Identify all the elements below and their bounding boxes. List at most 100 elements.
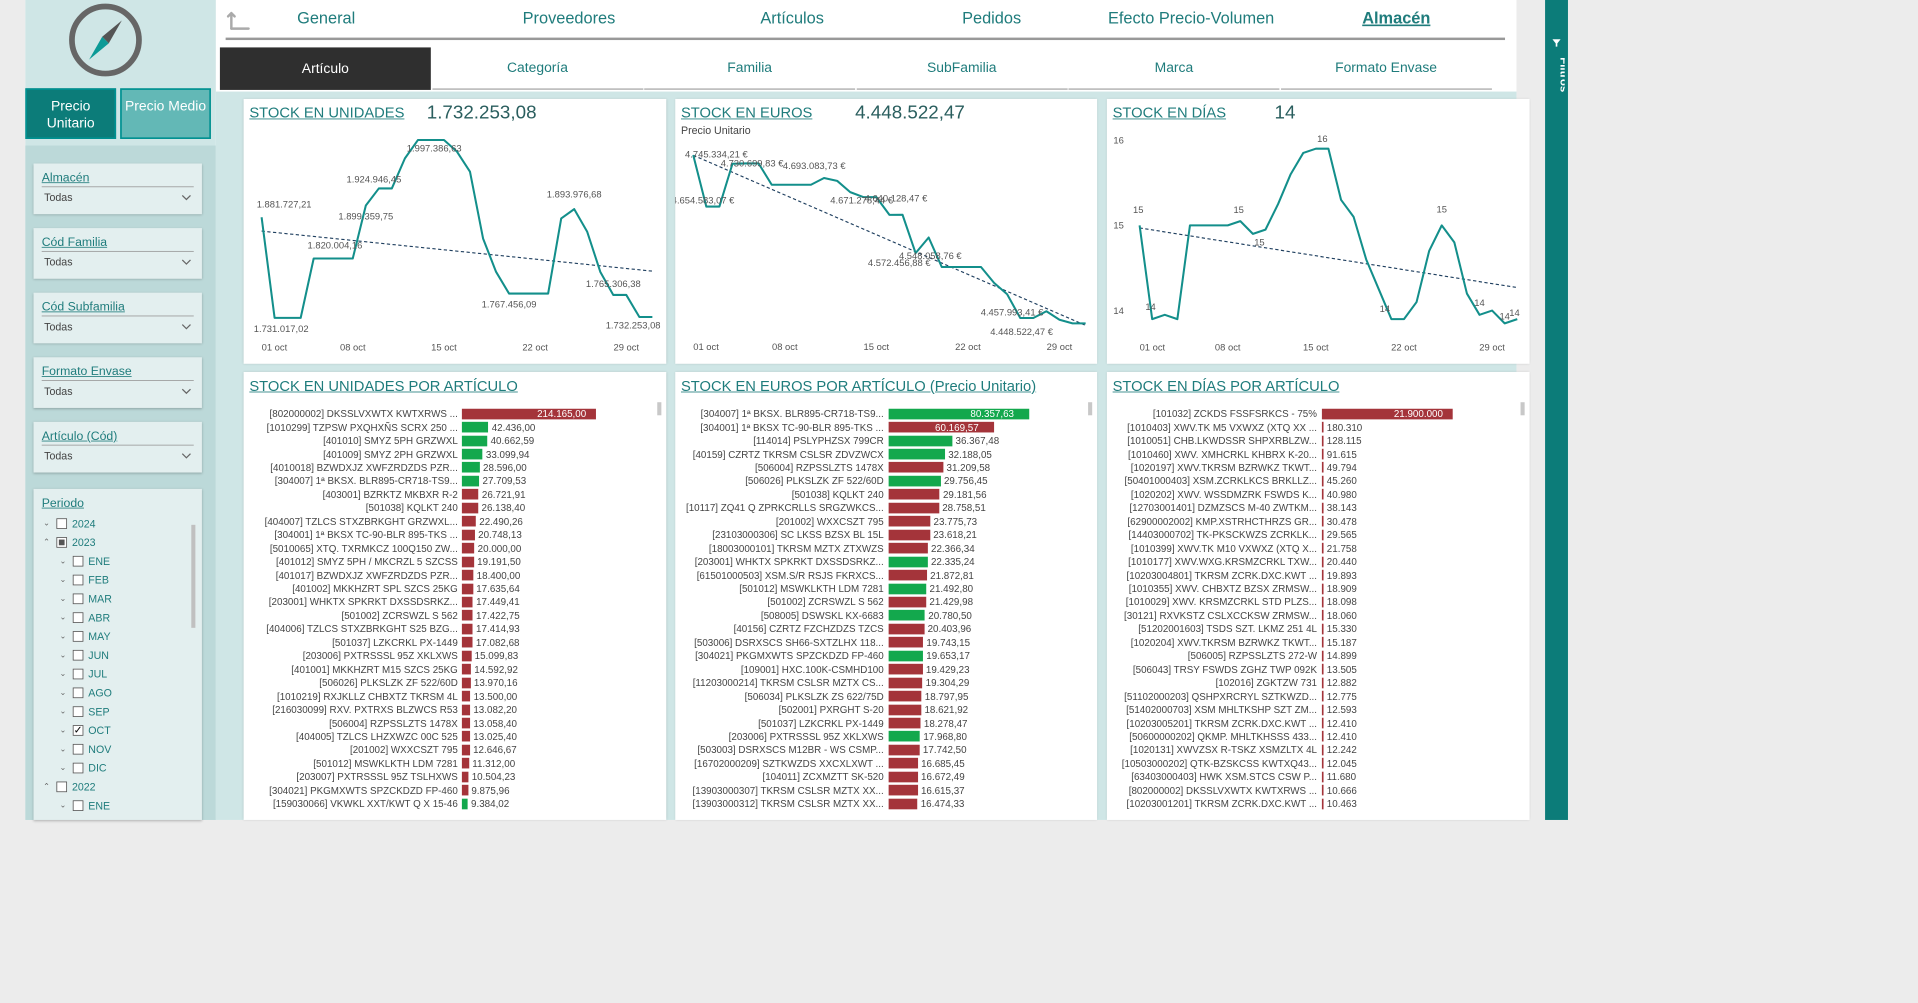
slicer-dropdown-value[interactable]: Todas	[44, 385, 73, 398]
chevron-down-icon[interactable]	[181, 256, 192, 267]
bar-row[interactable]: [11203000214] TKRSM CSLSR MZTX CS... 19.3…	[675, 676, 1084, 689]
bar[interactable]	[888, 475, 941, 487]
bar[interactable]	[888, 717, 921, 729]
chevron-down-icon[interactable]	[181, 320, 192, 331]
bar[interactable]	[1321, 650, 1324, 662]
bar[interactable]	[888, 556, 928, 568]
bar[interactable]	[1321, 690, 1324, 702]
bar[interactable]	[1321, 798, 1324, 810]
bar[interactable]	[1321, 421, 1324, 433]
back-arrow-icon[interactable]	[226, 7, 251, 32]
chevron-down-icon[interactable]: ⌄	[59, 725, 67, 735]
bar[interactable]	[1321, 664, 1324, 675]
bar-row[interactable]: [404007] TZLCS STXZBRKGHT GRZWXL... 22.49…	[244, 515, 654, 528]
bar-row[interactable]: [503006] DSRXSCS SH66-SXTZLHX 118... 19.7…	[675, 636, 1084, 649]
bar[interactable]	[1321, 677, 1324, 689]
chevron-down-icon[interactable]: ⌄	[59, 800, 67, 810]
slicer-dropdown-value[interactable]: Todas	[44, 320, 73, 333]
bar[interactable]	[888, 489, 940, 500]
bar-row[interactable]: [1010460] XWV. XMHCRKL KHBRX K-20... 91.6…	[1107, 447, 1517, 460]
chevron-down-icon[interactable]: ⌄	[59, 669, 67, 679]
bar-row[interactable]: [1010219] RXJKLLZ CHBXTZ TKRSM 4L 13.500,…	[244, 690, 654, 703]
bar-row[interactable]: [18003000101] TKRSM MZTX ZTXWZS 22.366,34	[675, 542, 1084, 555]
bar[interactable]	[888, 610, 925, 621]
bar-row[interactable]: [10503000202] QTK-BZSKCSS KWTXQ43... 12.0…	[1107, 757, 1517, 770]
bar-row[interactable]: [304007] 1ª BKSX. BLR895-CR718-TS9... 80.…	[675, 407, 1084, 420]
checkbox[interactable]	[72, 649, 84, 661]
nav-tab-5[interactable]: Almacén	[1362, 9, 1431, 28]
checkbox[interactable]	[72, 555, 84, 567]
series-line[interactable]	[260, 139, 653, 319]
bar-row[interactable]: [62900002002] KMP.XSTRHCTHRZS GR... 30.47…	[1107, 515, 1517, 528]
checkbox[interactable]	[72, 687, 84, 698]
bar-row[interactable]: [1020204] XWV.TKRSM BZRWKZ TKWT... 15.187	[1107, 636, 1517, 649]
bar[interactable]	[888, 771, 918, 783]
series-line[interactable]	[692, 154, 1086, 325]
bar-row[interactable]: [1020197] XWV.TKRSM BZRWKZ TKWT... 49.794	[1107, 461, 1517, 474]
bar[interactable]	[888, 798, 918, 810]
bar-row[interactable]: [51402000703] XSM MHLTKSHP SZT ZM... 12.5…	[1107, 703, 1517, 716]
bar[interactable]	[888, 650, 924, 662]
bar-row[interactable]: [506034] PLKSLZK ZS 622/75D 18.797,95	[675, 690, 1084, 703]
bar-row[interactable]: [23103000306] SC LKSS BZSX BL 15L 23.618,…	[675, 528, 1084, 541]
bar[interactable]	[1321, 704, 1324, 715]
bar[interactable]	[888, 785, 918, 796]
bar[interactable]	[1321, 596, 1324, 608]
periodo-item[interactable]: ⌄ JUN	[58, 646, 109, 664]
bar[interactable]	[1321, 516, 1324, 527]
bar-row[interactable]: [14403000702] TK-PKSCKWZS ZCRKLK... 29.56…	[1107, 528, 1517, 541]
bar[interactable]	[1321, 771, 1324, 783]
periodo-item[interactable]: ⌄ SEP	[58, 702, 110, 720]
bar[interactable]	[888, 744, 920, 756]
bar[interactable]	[461, 569, 474, 581]
bar-row[interactable]: [506043] TRSY FSWDS ZGHZ TWP 092K 13.505	[1107, 663, 1517, 676]
bar[interactable]	[888, 462, 944, 473]
chevron-down-icon[interactable]: ⌄	[59, 593, 67, 603]
bar-row[interactable]: [104011] ZCXMZTT SK-520 16.672,49	[675, 770, 1084, 783]
bar[interactable]	[461, 677, 471, 689]
bar-row[interactable]: [51202001603] TSDS SZT. LKMZ 251 4L 15.33…	[1107, 622, 1517, 635]
bar[interactable]	[1321, 475, 1324, 487]
bar[interactable]	[1321, 623, 1324, 635]
bar[interactable]	[888, 408, 1030, 420]
bar[interactable]	[888, 704, 922, 715]
bar[interactable]	[461, 717, 471, 729]
compass-logo-icon[interactable]	[68, 2, 143, 77]
bar[interactable]	[1321, 489, 1324, 500]
bar[interactable]	[888, 435, 953, 447]
bar[interactable]	[1321, 610, 1324, 621]
checkbox[interactable]	[72, 799, 84, 811]
bar[interactable]	[461, 556, 474, 568]
card-title[interactable]: STOCK EN EUROS	[680, 104, 813, 121]
series-line[interactable]	[1138, 147, 1518, 325]
periodo-item[interactable]: ⌄ DIC	[58, 759, 107, 777]
checkbox[interactable]	[72, 705, 84, 717]
bar-row[interactable]: [401010] SMYZ 5PH GRZWXL 40.662,59	[244, 434, 654, 447]
bar[interactable]	[888, 569, 927, 581]
checkbox[interactable]	[72, 723, 84, 736]
periodo-item[interactable]: ⌄ ENE	[58, 796, 111, 814]
bar-scrollbar[interactable]	[1520, 402, 1525, 416]
bar[interactable]	[1321, 462, 1324, 473]
bar[interactable]	[888, 542, 928, 554]
bar[interactable]	[1321, 556, 1324, 568]
precio-unitario-button[interactable]: Precio Unitario	[25, 88, 117, 139]
chevron-down-icon[interactable]: ⌄	[59, 575, 67, 585]
chevron-down-icon[interactable]: ⌄	[59, 612, 67, 622]
bar-row[interactable]: [1010399] XWV.TK M10 VXWXZ (XTQ X... 21.7…	[1107, 542, 1517, 555]
bar-row[interactable]: [802000002] DKSSLVXWTX KWTXRWS ... 214.16…	[244, 407, 654, 420]
periodo-scrollbar[interactable]	[191, 524, 196, 628]
bar[interactable]	[1321, 583, 1324, 594]
card-title[interactable]: STOCK EN UNIDADES	[249, 104, 405, 121]
card-title[interactable]: STOCK EN DÍAS POR ARTÍCULO	[1112, 377, 1340, 395]
periodo-item[interactable]: ⌄ MAR	[58, 589, 112, 607]
bar[interactable]	[461, 489, 479, 500]
chevron-down-icon[interactable]	[181, 450, 192, 461]
chevron-up-icon[interactable]: ⌃	[43, 537, 51, 547]
card-title[interactable]: STOCK EN DÍAS	[1112, 104, 1227, 121]
bar-row[interactable]: [203001] WHKTX SPKRKT DXSSDSRKZ... 17.449…	[244, 595, 654, 608]
bar-row[interactable]: [501037] LZKCRKL PX-1449 17.082,68	[244, 636, 654, 649]
bar[interactable]	[461, 623, 473, 635]
bar[interactable]	[1321, 744, 1324, 756]
periodo-item[interactable]: ⌄ ABR	[58, 608, 111, 626]
